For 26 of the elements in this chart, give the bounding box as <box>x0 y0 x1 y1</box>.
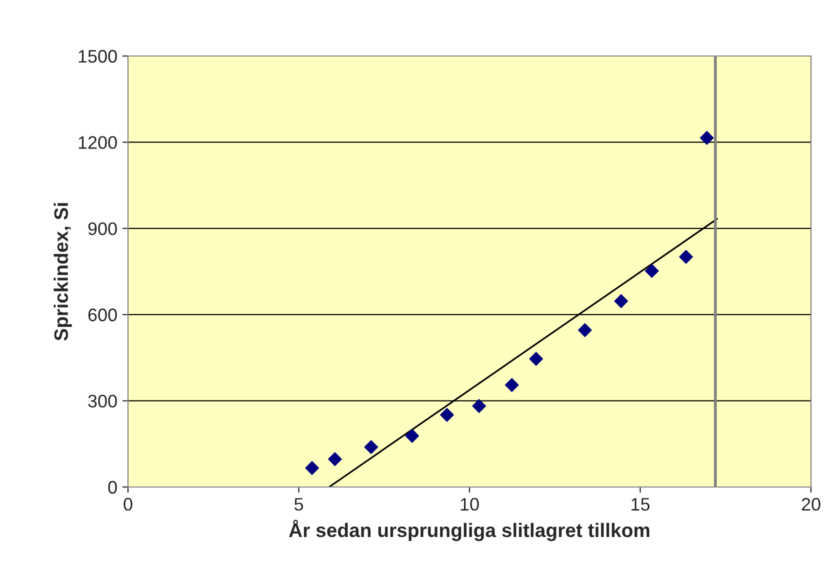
x-tick-label: 10 <box>460 498 479 511</box>
point <box>504 378 519 392</box>
y-tick-label: 600 <box>88 308 117 322</box>
point <box>614 294 628 308</box>
point <box>364 440 378 454</box>
y-axis-title: Sprickindex, Si <box>54 203 72 341</box>
y-tick-label: 900 <box>88 222 117 236</box>
x-tick-label: 5 <box>294 498 304 511</box>
y-tick-label: 1500 <box>78 50 117 63</box>
point <box>305 461 320 475</box>
x-tick-label: 15 <box>632 498 650 511</box>
point <box>644 264 659 278</box>
y-tick-label: 300 <box>88 394 117 408</box>
y-tick-label: 1200 <box>78 136 117 149</box>
point <box>679 250 693 264</box>
point <box>405 428 420 443</box>
point <box>440 408 454 422</box>
x-tick-label: 20 <box>802 498 820 511</box>
x-axis-title: År sedan ursprungliga slitlagret tillkom <box>289 520 650 542</box>
point <box>472 399 486 413</box>
point <box>578 323 592 338</box>
point <box>328 452 342 466</box>
point <box>529 352 544 366</box>
point <box>700 130 714 145</box>
x-tick-label: 0 <box>124 498 132 511</box>
y-tick-label: 0 <box>108 480 117 494</box>
